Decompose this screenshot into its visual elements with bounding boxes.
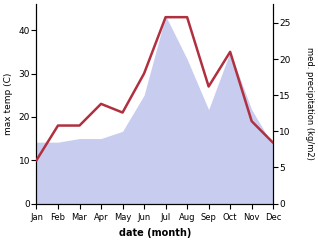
Y-axis label: max temp (C): max temp (C) <box>4 73 13 135</box>
X-axis label: date (month): date (month) <box>119 228 191 238</box>
Y-axis label: med. precipitation (kg/m2): med. precipitation (kg/m2) <box>305 47 314 160</box>
